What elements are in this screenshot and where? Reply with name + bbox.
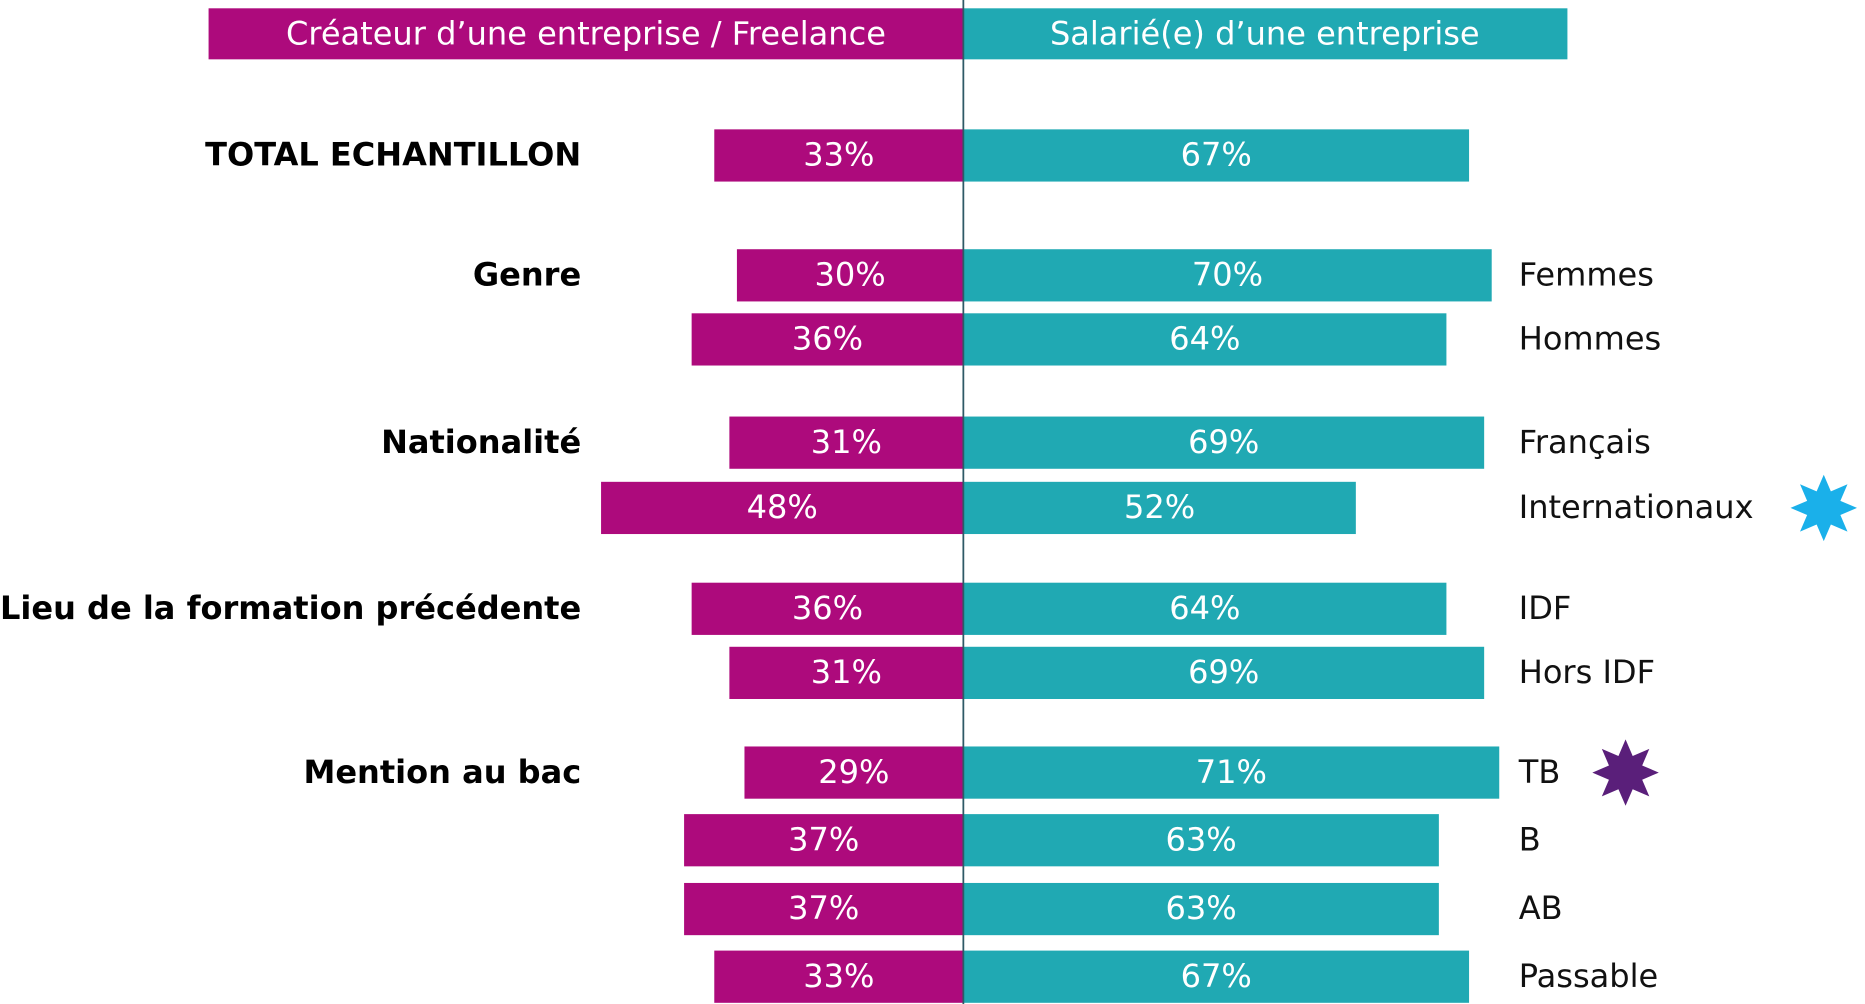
group-label: Nationalité [381, 423, 581, 461]
bar [963, 481, 1356, 535]
bar [963, 249, 1492, 302]
bar [729, 416, 964, 469]
group-label: TOTAL ECHANTILLON [205, 136, 581, 174]
value-label: 31% [811, 653, 882, 691]
value-label: 69% [1188, 423, 1259, 461]
category-label: TB [1518, 753, 1561, 791]
legend-label: Créateur d’une entreprise / Freelance [286, 15, 886, 53]
significance-star [1790, 474, 1857, 542]
value-label: 48% [747, 488, 818, 526]
bar [963, 646, 1485, 700]
bar [963, 814, 1439, 867]
bar [714, 950, 964, 1003]
category-label: B [1519, 820, 1541, 858]
bar [691, 313, 964, 366]
category-label: Hommes [1519, 320, 1661, 358]
significance-star [1592, 739, 1659, 806]
value-label: 71% [1196, 753, 1267, 791]
legend-label: Salarié(e) d’une entreprise [1050, 15, 1480, 53]
value-label: 37% [788, 889, 859, 927]
category-label: Passable [1519, 957, 1658, 995]
value-label: 37% [788, 820, 859, 858]
bar [729, 646, 964, 700]
bar [963, 129, 1470, 182]
value-label: 31% [811, 423, 882, 461]
category-label: Internationaux [1519, 488, 1754, 526]
value-label: 33% [803, 136, 874, 174]
bar [963, 313, 1447, 366]
category-label: Femmes [1519, 256, 1654, 294]
value-label: 36% [792, 320, 863, 358]
value-label: 67% [1181, 136, 1252, 174]
legend-header-left [208, 8, 964, 60]
group-label: Mention au bac [303, 753, 581, 791]
value-label: 63% [1166, 820, 1237, 858]
value-label: 33% [803, 957, 874, 995]
bar [963, 882, 1439, 936]
bar [691, 582, 964, 635]
category-label: IDF [1519, 589, 1572, 627]
legend-header-right [963, 8, 1568, 60]
category-label: AB [1519, 889, 1563, 927]
group-label: Genre [473, 256, 581, 294]
category-label: Français [1519, 423, 1651, 461]
bar [684, 814, 964, 867]
bar [736, 249, 964, 302]
bar [963, 746, 1500, 799]
bar [963, 950, 1470, 1003]
bar [714, 129, 964, 182]
value-label: 30% [815, 256, 886, 294]
value-label: 70% [1192, 256, 1263, 294]
value-label: 67% [1181, 957, 1252, 995]
value-label: 64% [1169, 589, 1240, 627]
value-label: 36% [792, 589, 863, 627]
group-label: Lieu de la formation précédente [0, 589, 581, 627]
bar [963, 582, 1447, 635]
value-label: 64% [1169, 320, 1240, 358]
category-label: Hors IDF [1519, 653, 1655, 691]
value-label: 29% [818, 753, 889, 791]
value-label: 69% [1188, 653, 1259, 691]
value-label: 52% [1124, 488, 1195, 526]
bar [963, 416, 1485, 469]
bar [601, 481, 964, 535]
bar [684, 882, 964, 936]
bar [744, 746, 964, 799]
value-label: 63% [1166, 889, 1237, 927]
